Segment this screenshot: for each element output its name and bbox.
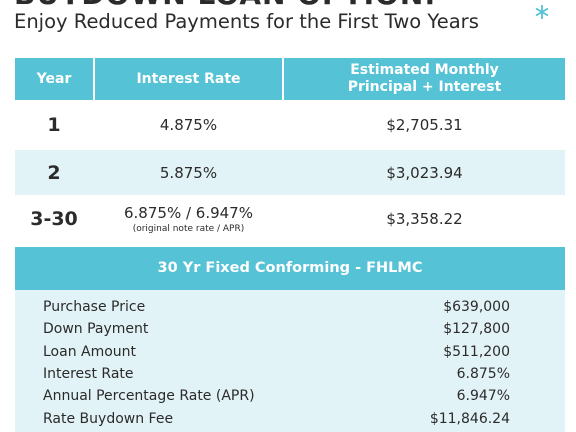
summary-value: $11,846.24 (429, 410, 510, 427)
column-header: Year (15, 58, 93, 100)
year-cell: 3-30 (30, 207, 78, 230)
summary-label: Loan Amount (43, 343, 137, 360)
summary-label: Purchase Price (43, 299, 146, 315)
summary-label: Down Payment (43, 321, 149, 338)
payment-cell: $3,358.22 (386, 209, 463, 228)
summary-value: $639,000 (443, 299, 510, 315)
rate-text: 5.875% (159, 163, 218, 182)
summary-label: Rate Buydown Fee (43, 410, 174, 427)
summary-label: Annual Percentage Rate (APR) (43, 388, 255, 405)
summary-label: Interest Rate (43, 365, 134, 382)
summary-value: $511,200 (443, 343, 510, 360)
payment-cell: $3,023.94 (386, 163, 463, 182)
year-cell: 1 (47, 114, 61, 136)
summary-value: 6.875% (456, 365, 510, 382)
summary-value: $127,800 (443, 321, 510, 338)
summary-background (15, 290, 565, 432)
column-header: Estimated Monthly Principal + Interest (284, 58, 565, 100)
year-cell: 2 (47, 161, 61, 184)
rate-cell: 5.875% (95, 150, 282, 195)
rate-cell: 4.875% (95, 100, 282, 150)
subtitle: Enjoy Reduced Payments for the First Two… (14, 10, 479, 33)
rate-text: 4.875% (159, 116, 218, 134)
asterisk-icon (535, 5, 549, 19)
rate-note: (original note rate / APR) (132, 223, 245, 234)
payment-cell: $2,705.31 (386, 116, 463, 134)
column-header: Interest Rate (95, 58, 282, 100)
title: BUYDOWN LOAN OPTION: (14, 0, 437, 11)
summary-value: 6.947% (456, 388, 510, 405)
summary-header: 30 Yr Fixed Conforming - FHLMC (15, 247, 565, 290)
rate-text: 6.875% / 6.947% (124, 203, 253, 222)
rate-cell: 6.875% / 6.947% (original note rate / APR… (95, 195, 282, 242)
row-background (15, 150, 565, 195)
